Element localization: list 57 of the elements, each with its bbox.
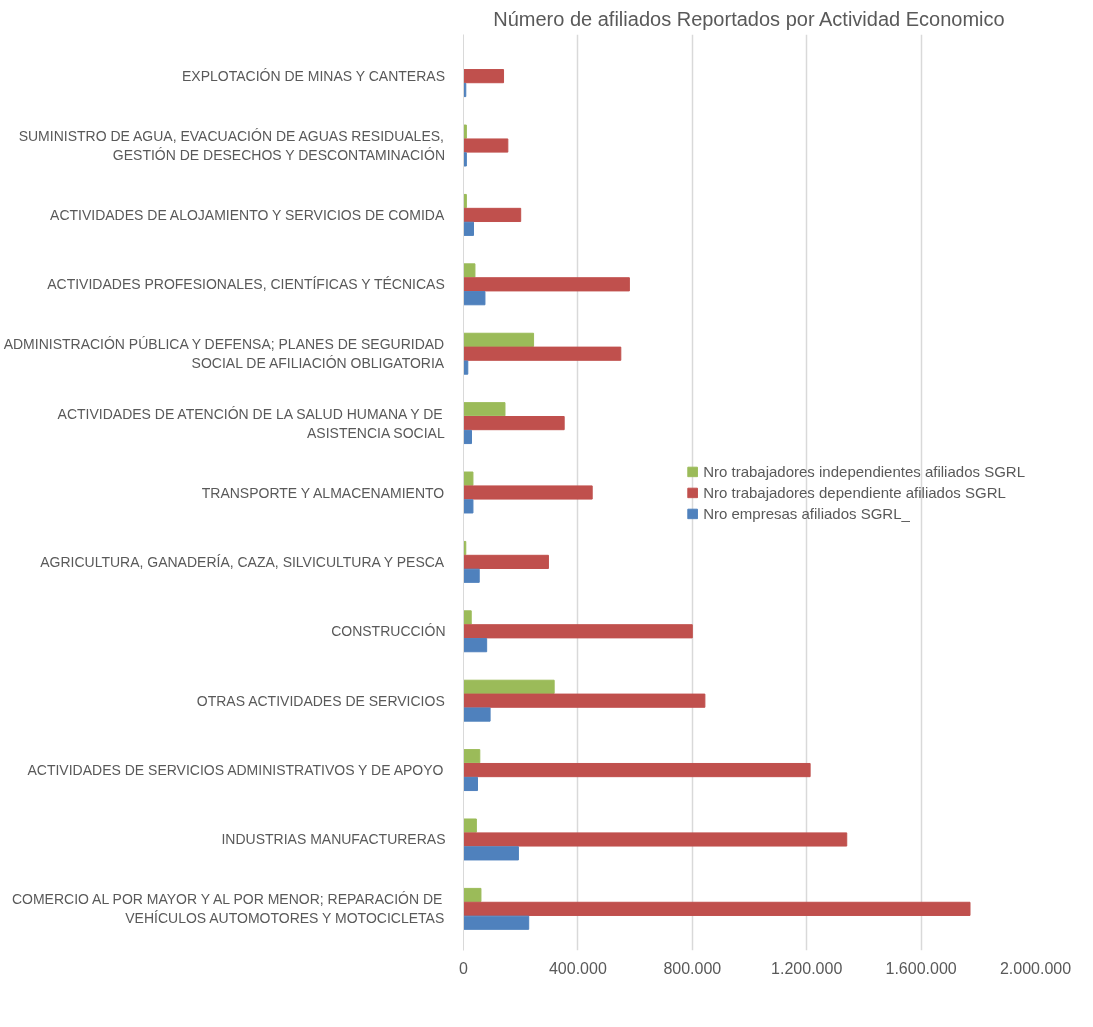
x-tick-label: 800.000 (663, 959, 722, 977)
bar (463, 776, 479, 792)
bar (463, 471, 474, 486)
bar (463, 679, 555, 694)
y-tick-label: EXPLOTACIÓN DE MINAS Y CANTERAS (182, 68, 445, 85)
y-tick-label: TRANSPORTE Y ALMACENAMIENTO (201, 484, 445, 501)
bar (463, 360, 469, 375)
bar (463, 152, 467, 167)
x-tick-label: 1.200.000 (771, 959, 843, 977)
bar (463, 624, 693, 639)
bar (463, 915, 530, 930)
y-tick-label: ACTIVIDADES PROFESIONALES, CIENTÍFICAS Y TÉCNICAS (47, 276, 445, 293)
bar (463, 707, 491, 722)
bar (463, 554, 549, 569)
bar (463, 291, 486, 306)
x-tick-label: 2.000.000 (999, 959, 1072, 977)
bar (463, 749, 481, 764)
bar (463, 346, 622, 361)
legend-label: Nro trabajadores dependiente afiliados SGRL (703, 483, 1006, 501)
bar (463, 901, 971, 916)
x-tick-label: 0 (459, 959, 469, 977)
bar (463, 221, 475, 236)
bar (463, 499, 474, 514)
bar (463, 610, 472, 625)
y-tick-label: CONSTRUCCIÓN (331, 623, 446, 640)
x-tick-label: 400.000 (548, 959, 607, 977)
bar (463, 638, 488, 653)
bar (463, 277, 630, 292)
bar (463, 416, 565, 431)
bar (463, 138, 509, 153)
y-tick-label: ADMINISTRACIÓN PÚBLICA Y DEFENSA; PLANES DE SEGURIDAD SOCIAL DE AFILIACIÓN OBLIGATORIA (3, 336, 445, 372)
bar (463, 332, 535, 347)
bar (463, 429, 473, 445)
y-tick-label: COMERCIO AL POR MAYOR Y AL POR MENOR; REPARACIÓN DE VEHÍCULOS AUTOMOTORES Y MOTOCICLETAS (11, 891, 445, 927)
y-tick-label: INDUSTRIAS MANUFACTURERAS (221, 831, 446, 848)
y-tick-label: AGRICULTURA, GANADERÍA, CAZA, SILVICULTURA Y PESCA (40, 553, 445, 570)
x-tick-label: 1.600.000 (885, 959, 957, 977)
y-tick-label: SUMINISTRO DE AGUA, EVACUACIÓN DE AGUAS RESIDUALES, GESTIÓN DE DESECHOS Y DESCONTAMINACIÓN (18, 127, 445, 164)
y-tick-label: ACTIVIDADES DE ATENCIÓN DE LA SALUD HUMANA Y DE ASISTENCIA SOCIAL (57, 405, 445, 441)
bar (463, 887, 482, 903)
bar (463, 693, 706, 708)
chart-title: Número de afiliados Reportados por Actividad Economico (493, 7, 1005, 30)
bar (463, 485, 593, 500)
bar (463, 402, 506, 417)
bar (463, 69, 505, 84)
bar (463, 568, 480, 583)
bar (463, 263, 476, 278)
y-tick-label: OTRAS ACTIVIDADES DE SERVICIOS (196, 692, 445, 709)
bar (463, 207, 522, 223)
y-tick-label: ACTIVIDADES DE SERVICIOS ADMINISTRATIVOS Y DE APOYO (27, 762, 444, 779)
bar (463, 762, 811, 778)
legend-label: Nro trabajadores independientes afiliados SGRL (703, 462, 1025, 480)
bar (463, 818, 477, 833)
bar (463, 846, 519, 861)
y-tick-label: ACTIVIDADES DE ALOJAMIENTO Y SERVICIOS DE COMIDA (50, 206, 445, 223)
legend-label: Nro empresas afiliados SGRL_ (703, 504, 910, 522)
bar (463, 832, 848, 847)
